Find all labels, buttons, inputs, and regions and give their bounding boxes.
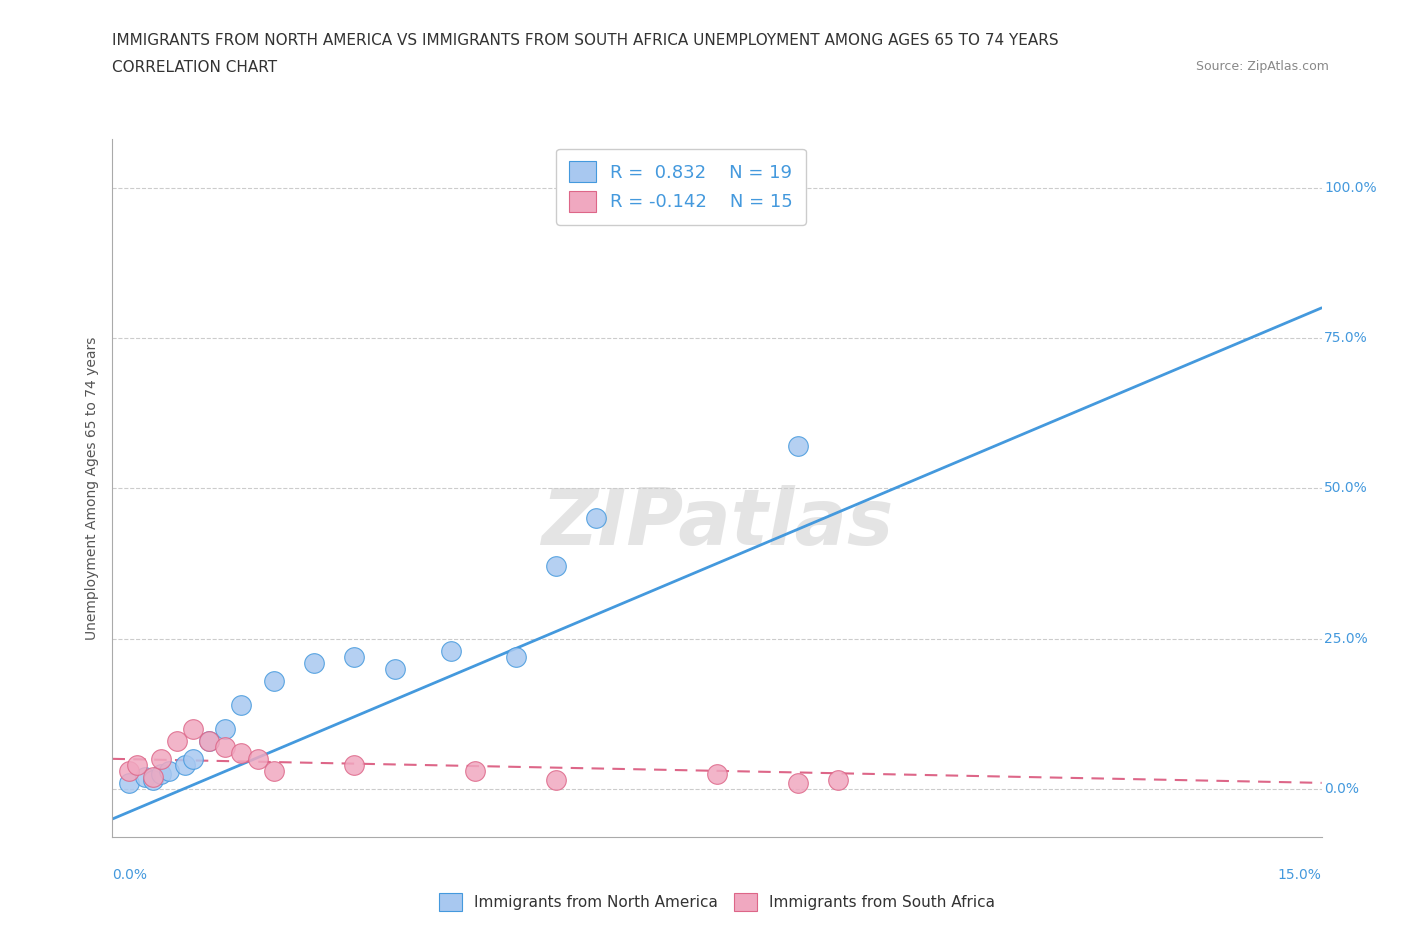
Y-axis label: Unemployment Among Ages 65 to 74 years: Unemployment Among Ages 65 to 74 years xyxy=(84,337,98,640)
Point xyxy=(464,764,486,778)
Text: 0.0%: 0.0% xyxy=(112,868,148,882)
Text: Source: ZipAtlas.com: Source: ZipAtlas.com xyxy=(1195,60,1329,73)
Point xyxy=(134,769,156,784)
Point xyxy=(343,757,366,772)
Point xyxy=(157,764,180,778)
Point xyxy=(214,722,236,737)
Point xyxy=(174,757,197,772)
Text: 15.0%: 15.0% xyxy=(1278,868,1322,882)
Point xyxy=(142,769,165,784)
Text: 50.0%: 50.0% xyxy=(1324,481,1368,496)
Point xyxy=(440,644,463,658)
Point xyxy=(142,773,165,788)
Text: ZIPatlas: ZIPatlas xyxy=(541,485,893,561)
Point xyxy=(302,655,325,670)
Point xyxy=(263,764,285,778)
Point xyxy=(231,698,253,712)
Point xyxy=(149,751,172,766)
Point xyxy=(706,766,728,781)
Text: 100.0%: 100.0% xyxy=(1324,180,1376,194)
Point xyxy=(117,776,139,790)
Point xyxy=(263,673,285,688)
Point xyxy=(166,734,188,749)
Point xyxy=(198,734,221,749)
Point xyxy=(149,766,172,781)
Point xyxy=(786,776,808,790)
Point xyxy=(827,773,849,788)
Point xyxy=(117,764,139,778)
Text: 0.0%: 0.0% xyxy=(1324,782,1360,796)
Text: CORRELATION CHART: CORRELATION CHART xyxy=(112,60,277,75)
Point xyxy=(747,180,769,195)
Point xyxy=(231,745,253,760)
Text: 25.0%: 25.0% xyxy=(1324,631,1368,645)
Point xyxy=(125,757,148,772)
Point xyxy=(246,751,269,766)
Point xyxy=(544,559,567,574)
Point xyxy=(198,734,221,749)
Point xyxy=(585,511,607,525)
Legend: Immigrants from North America, Immigrants from South Africa: Immigrants from North America, Immigrant… xyxy=(430,884,1004,920)
Point xyxy=(786,439,808,454)
Text: 75.0%: 75.0% xyxy=(1324,331,1368,345)
Point xyxy=(181,722,204,737)
Point xyxy=(214,739,236,754)
Point xyxy=(343,649,366,664)
Point xyxy=(544,773,567,788)
Point xyxy=(181,751,204,766)
Text: IMMIGRANTS FROM NORTH AMERICA VS IMMIGRANTS FROM SOUTH AFRICA UNEMPLOYMENT AMONG: IMMIGRANTS FROM NORTH AMERICA VS IMMIGRA… xyxy=(112,33,1059,47)
Point xyxy=(505,649,527,664)
Point xyxy=(384,661,406,676)
